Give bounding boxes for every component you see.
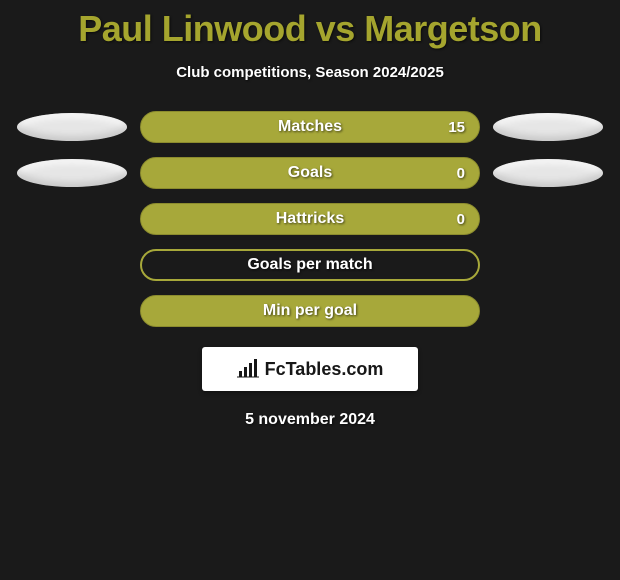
- bar-chart-icon: [237, 359, 261, 379]
- page-title: Paul Linwood vs Margetson: [78, 8, 542, 50]
- stat-row-hattricks: Hattricks 0: [0, 203, 620, 235]
- stat-label: Min per goal: [263, 302, 357, 320]
- brand-logo-text: FcTables.com: [237, 359, 384, 380]
- page-subtitle: Club competitions, Season 2024/2025: [176, 64, 444, 81]
- player-right-marker: [493, 159, 603, 187]
- brand-name: FcTables.com: [265, 359, 384, 380]
- player-right-marker: [493, 113, 603, 141]
- stat-bar: Goals per match: [140, 249, 480, 281]
- stat-label: Hattricks: [276, 210, 344, 228]
- stat-row-goals: Goals 0: [0, 157, 620, 189]
- right-marker-slot: [493, 205, 603, 233]
- stat-label: Matches: [278, 118, 342, 136]
- stat-row-matches: Matches 15: [0, 111, 620, 143]
- stat-bar: Matches 15: [140, 111, 480, 143]
- right-marker-slot: [493, 113, 603, 141]
- right-marker-slot: [493, 159, 603, 187]
- left-marker-slot: [17, 159, 127, 187]
- left-marker-slot: [17, 113, 127, 141]
- stat-label: Goals: [288, 164, 332, 182]
- stat-value: 0: [457, 211, 465, 228]
- stat-bar: Hattricks 0: [140, 203, 480, 235]
- stat-row-min-per-goal: Min per goal: [0, 295, 620, 327]
- right-marker-slot: [493, 297, 603, 325]
- left-marker-slot: [17, 205, 127, 233]
- right-marker-slot: [493, 251, 603, 279]
- brand-logo: FcTables.com: [202, 347, 418, 391]
- player-left-marker: [17, 159, 127, 187]
- comparison-infographic: Paul Linwood vs Margetson Club competiti…: [0, 0, 620, 429]
- date-label: 5 november 2024: [245, 411, 375, 429]
- left-marker-slot: [17, 297, 127, 325]
- stat-label: Goals per match: [247, 256, 372, 274]
- stat-row-goals-per-match: Goals per match: [0, 249, 620, 281]
- stat-bar: Min per goal: [140, 295, 480, 327]
- stat-value: 0: [457, 165, 465, 182]
- player-left-marker: [17, 113, 127, 141]
- stat-value: 15: [448, 119, 465, 136]
- stat-bar: Goals 0: [140, 157, 480, 189]
- left-marker-slot: [17, 251, 127, 279]
